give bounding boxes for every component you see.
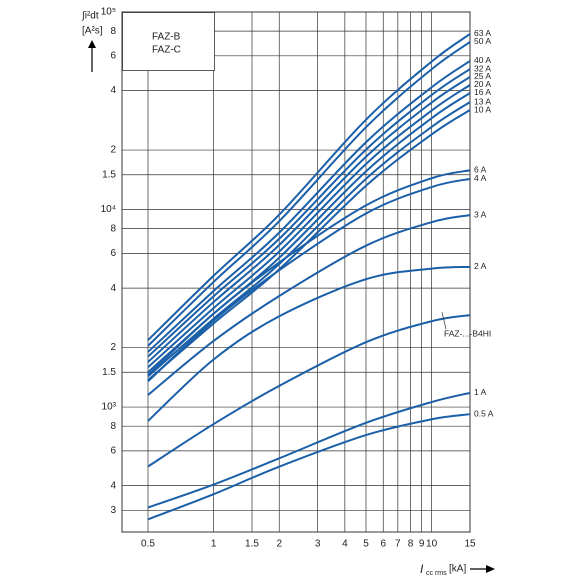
series-label: 3 A bbox=[474, 209, 487, 219]
series-label: 63 A bbox=[474, 28, 491, 38]
x-tick-label: 7 bbox=[395, 539, 401, 550]
x-tick-label: 9 bbox=[419, 539, 425, 550]
y-tick-label: 10⁴ bbox=[101, 204, 116, 215]
series-label: 2 A bbox=[474, 261, 487, 271]
x-tick-label: 2 bbox=[276, 539, 282, 550]
curve bbox=[147, 413, 471, 521]
x-tick-label: 10 bbox=[426, 539, 438, 550]
curve bbox=[147, 60, 471, 353]
y-tick-label: 8 bbox=[110, 223, 116, 234]
curve bbox=[147, 214, 471, 396]
x-tick-label: 1.5 bbox=[245, 539, 259, 550]
x-axis-unit: [kA] bbox=[449, 564, 466, 575]
curve bbox=[147, 169, 471, 376]
curve bbox=[147, 109, 471, 381]
series-label: 40 A bbox=[474, 55, 491, 65]
y-tick-label: 8 bbox=[110, 26, 116, 37]
series-label: 16 A bbox=[474, 87, 491, 97]
x-tick-label: 1 bbox=[211, 539, 217, 550]
y-tick-label: 10⁵ bbox=[101, 7, 116, 18]
x-tick-label: 3 bbox=[315, 539, 321, 550]
y-tick-label: 1.5 bbox=[102, 169, 116, 180]
curve bbox=[147, 76, 471, 363]
y-tick-label: 8 bbox=[110, 421, 116, 432]
series-label: FAZ-...-B4HI bbox=[444, 328, 491, 338]
curve bbox=[147, 314, 471, 468]
series-label: 13 A bbox=[474, 96, 491, 106]
y-tick-label: 4 bbox=[110, 283, 116, 294]
curve bbox=[147, 101, 471, 378]
series-label: 25 A bbox=[474, 71, 491, 81]
x-tick-label: 0.5 bbox=[141, 539, 155, 550]
y-tick-label: 6 bbox=[110, 248, 116, 259]
y-tick-label: 6 bbox=[110, 446, 116, 457]
series-label: 6 A bbox=[474, 165, 487, 175]
legend-text: FAZ-C bbox=[152, 45, 181, 56]
curve bbox=[147, 41, 471, 347]
curve bbox=[147, 68, 471, 358]
y-tick-label: 2 bbox=[110, 145, 116, 156]
series-label: 4 A bbox=[474, 173, 487, 183]
curve bbox=[147, 265, 471, 422]
y-tick-label: 4 bbox=[110, 85, 116, 96]
series-label: 0.5 A bbox=[474, 408, 494, 418]
leader-line bbox=[441, 312, 447, 330]
series-label: 1 A bbox=[474, 387, 487, 397]
y-tick-label: 6 bbox=[110, 50, 116, 61]
y-tick-label: 4 bbox=[110, 480, 116, 491]
legend-text: FAZ-B bbox=[152, 32, 181, 43]
series-label: 50 A bbox=[474, 36, 491, 46]
y-tick-label: 1.5 bbox=[102, 367, 116, 378]
x-tick-label: 15 bbox=[464, 539, 476, 550]
x-tick-label: 8 bbox=[408, 539, 414, 550]
x-tick-label: 4 bbox=[342, 539, 348, 550]
curve bbox=[147, 177, 471, 383]
y-axis-label: [A²s] bbox=[82, 26, 103, 37]
y-tick-label: 2 bbox=[110, 342, 116, 353]
plot-frame bbox=[121, 11, 471, 533]
x-tick-label: 5 bbox=[363, 539, 369, 550]
series-label: 10 A bbox=[474, 104, 491, 114]
legend-box bbox=[122, 12, 215, 71]
y-tick-label: 10³ bbox=[102, 402, 117, 413]
curve bbox=[147, 84, 471, 369]
series-label: 32 A bbox=[474, 63, 491, 73]
series-label: 20 A bbox=[474, 79, 491, 89]
x-axis-symbol: I bbox=[420, 562, 424, 576]
x-tick-label: 6 bbox=[380, 539, 386, 550]
y-arrow-head bbox=[88, 40, 96, 48]
curve bbox=[147, 33, 471, 341]
x-axis-subscript: cc rms bbox=[426, 570, 447, 577]
y-tick-label: 3 bbox=[110, 505, 116, 516]
y-axis-label: ∫i²dt bbox=[81, 11, 99, 22]
curve bbox=[147, 391, 471, 509]
x-arrow-head bbox=[486, 565, 495, 573]
